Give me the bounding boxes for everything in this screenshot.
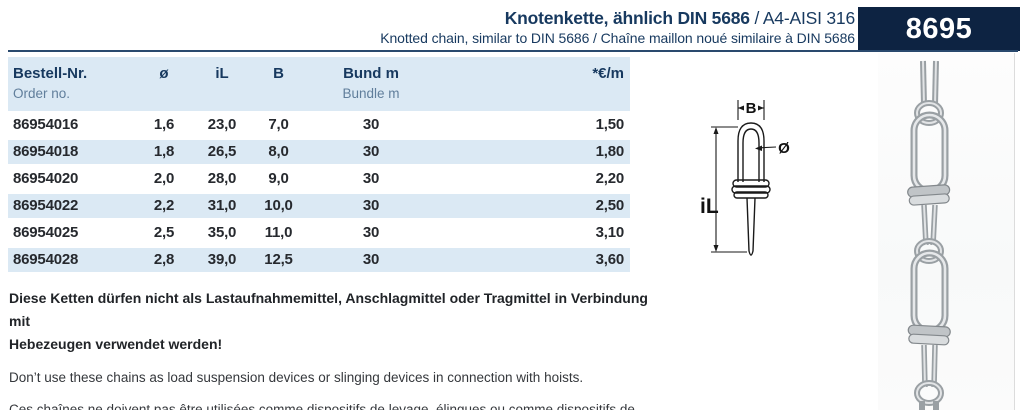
cell-inner-length: 26,5: [207, 143, 237, 160]
article-number-badge: 8695: [858, 7, 1020, 51]
col-header-diameter: ø: [159, 65, 169, 82]
cell-width: 12,5: [264, 251, 293, 268]
cell-width: 9,0: [268, 170, 289, 187]
table-row: 86954020 2,0 28,0 9,0 30 2,20: [8, 165, 630, 192]
col-header-bundle: Bund m Bundle m: [342, 65, 400, 101]
label-width-B: B: [746, 100, 757, 117]
chain-link-dimension-diagram: B Ø iL: [698, 96, 798, 268]
cell-width: 7,0: [268, 116, 289, 133]
diameter-symbol-icon: Ø: [778, 140, 790, 157]
cell-diameter: 1,6: [153, 116, 175, 133]
cell-width: 8,0: [268, 143, 289, 160]
page-subtitle: Knotted chain, similar to DIN 5686 / Cha…: [380, 30, 855, 46]
cell-price: 2,20: [595, 170, 625, 187]
cell-bundle: 30: [362, 197, 380, 214]
cell-bundle: 30: [362, 251, 380, 268]
spec-table: Bestell-Nr. Order no. ø iL B Bund m Bund…: [8, 57, 630, 273]
warning-texts: Diese Ketten dürfen nicht als Lastaufnah…: [9, 287, 669, 410]
table-row: 86954016 1,6 23,0 7,0 30 1,50: [8, 111, 630, 138]
cell-price: 1,80: [595, 143, 625, 160]
col-header-width: B: [273, 65, 284, 82]
table-row: 86954028 2,8 39,0 12,5 30 3,60: [8, 246, 630, 273]
page-title: Knotenkette, ähnlich DIN 5686 / A4-AISI …: [505, 8, 855, 29]
table-row: 86954022 2,2 31,0 10,0 30 2,50: [8, 192, 630, 219]
cell-inner-length: 39,0: [207, 251, 237, 268]
col-header-order-no: Bestell-Nr. Order no.: [13, 65, 88, 101]
cell-width: 11,0: [264, 224, 293, 241]
cell-diameter: 2,2: [153, 197, 175, 214]
col-header-inner-length: iL: [215, 65, 229, 82]
cell-inner-length: 31,0: [207, 197, 237, 214]
cell-diameter: 2,8: [153, 251, 175, 268]
knotted-chain-photo-icon: [907, 60, 951, 410]
cell-order-no: 86954018: [13, 143, 79, 160]
cell-bundle: 30: [362, 116, 380, 133]
cell-bundle: 30: [362, 224, 380, 241]
cell-width: 10,0: [264, 197, 293, 214]
cell-inner-length: 23,0: [207, 116, 237, 133]
cell-price: 3,60: [595, 251, 625, 268]
col-header-price: *€/m: [592, 65, 624, 82]
page-title-bold: Knotenkette, ähnlich DIN 5686: [504, 8, 750, 28]
cell-diameter: 1,8: [153, 143, 175, 160]
cell-inner-length: 35,0: [207, 224, 237, 241]
page-title-material: / A4-AISI 316: [749, 8, 855, 28]
table-row: 86954018 1,8 26,5 8,0 30 1,80: [8, 138, 630, 165]
warning-german: Diese Ketten dürfen nicht als Lastaufnah…: [9, 290, 648, 352]
cell-order-no: 86954025: [13, 224, 79, 241]
cell-price: 1,50: [595, 116, 625, 133]
cell-order-no: 86954028: [13, 251, 79, 268]
table-header-row: Bestell-Nr. Order no. ø iL B Bund m Bund…: [8, 57, 630, 111]
cell-diameter: 2,0: [153, 170, 175, 187]
warning-french: Ces chaînes ne doivent pas être utilisée…: [9, 402, 635, 410]
warning-english: Don’t use these chains as load suspensio…: [9, 370, 584, 385]
cell-order-no: 86954016: [13, 116, 79, 133]
dimension-drawing-icon: B Ø iL: [700, 100, 790, 256]
cell-price: 2,50: [595, 197, 625, 214]
cell-price: 3,10: [595, 224, 625, 241]
cell-order-no: 86954020: [13, 170, 79, 187]
cell-bundle: 30: [362, 170, 380, 187]
cell-order-no: 86954022: [13, 197, 79, 214]
product-photo: [878, 53, 1015, 410]
header-divider: [8, 50, 1018, 52]
cell-bundle: 30: [362, 143, 380, 160]
label-inner-length-iL: iL: [700, 195, 719, 218]
table-row: 86954025 2,5 35,0 11,0 30 3,10: [8, 219, 630, 246]
cell-diameter: 2,5: [153, 224, 175, 241]
cell-inner-length: 28,0: [207, 170, 237, 187]
